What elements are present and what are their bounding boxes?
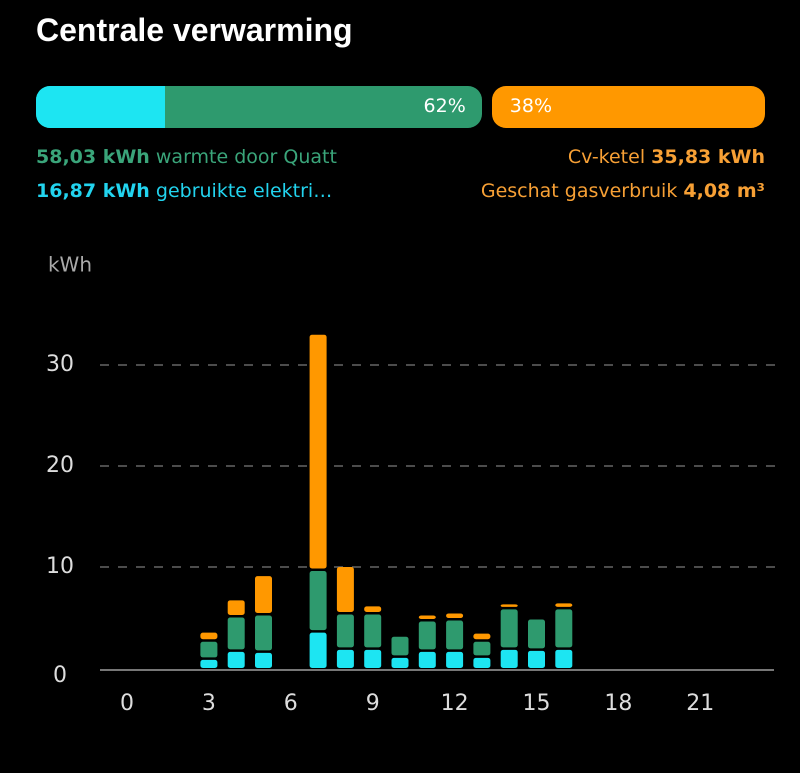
bar-segment bbox=[555, 609, 573, 648]
x-tick-label: 6 bbox=[284, 691, 298, 716]
legend-item: Cv-ketel 35,83 kWh bbox=[568, 146, 765, 168]
bar-segment bbox=[473, 657, 491, 668]
x-tick-label: 21 bbox=[686, 691, 714, 716]
value: 58,03 kWh bbox=[36, 146, 150, 168]
y-tick-label: 10 bbox=[46, 554, 74, 579]
bar-segment bbox=[391, 636, 409, 656]
legend-row: 16,87 kWh gebruikte elektri… Geschat gas… bbox=[36, 180, 765, 202]
bar-segment bbox=[309, 334, 327, 569]
bar-segment bbox=[364, 606, 382, 612]
label: warmte door Quatt bbox=[155, 146, 337, 168]
legend-row: 58,03 kWh warmte door Quatt Cv-ketel 35,… bbox=[36, 146, 765, 168]
bar-segment bbox=[391, 657, 409, 668]
bar-segment bbox=[200, 632, 218, 640]
x-tick-label: 0 bbox=[120, 691, 134, 716]
value: 16,87 kWh bbox=[36, 180, 150, 202]
bar-segment bbox=[446, 651, 464, 668]
bar-segment bbox=[309, 571, 327, 631]
bar-segment bbox=[227, 617, 245, 650]
label: gebruikte elektri… bbox=[155, 180, 333, 202]
bar-segment bbox=[336, 649, 354, 668]
legend-item: Geschat gasverbruik 4,08 m³ bbox=[481, 180, 765, 202]
bar-segment bbox=[555, 603, 573, 607]
bar-segment bbox=[446, 613, 464, 619]
bar-segment bbox=[418, 615, 436, 620]
bar-segment bbox=[473, 633, 491, 640]
bar-segment bbox=[473, 641, 491, 656]
x-tick-label: 9 bbox=[366, 691, 380, 716]
bar-segment bbox=[555, 649, 573, 668]
bar-segment bbox=[364, 649, 382, 668]
legend-item: 58,03 kWh warmte door Quatt bbox=[36, 146, 337, 168]
bar-segment bbox=[255, 652, 272, 668]
y-tick-label: 20 bbox=[46, 453, 74, 478]
bar-segment bbox=[500, 604, 518, 607]
electricity-share bbox=[36, 86, 166, 128]
bar-segment bbox=[227, 600, 245, 615]
title: Centrale verwarming bbox=[36, 12, 353, 48]
bar-segment bbox=[227, 651, 245, 668]
label: Geschat gasverbruik bbox=[480, 180, 678, 202]
label: Cv-ketel bbox=[567, 146, 646, 168]
bar-segment bbox=[200, 641, 218, 658]
x-tick-label: 12 bbox=[441, 691, 469, 716]
y-tick-label: 30 bbox=[46, 352, 74, 377]
y-tick-label: 0 bbox=[53, 663, 67, 688]
bar-segment bbox=[418, 651, 436, 668]
boiler-bar: 38% bbox=[491, 86, 765, 128]
heat-pump-bar: 62% bbox=[36, 86, 482, 128]
bar-segment bbox=[364, 614, 382, 648]
bar-segment bbox=[446, 620, 464, 650]
heat-pump-percent: 62% bbox=[423, 95, 466, 117]
bar-segment bbox=[528, 619, 545, 649]
bar-segment bbox=[200, 659, 218, 668]
bar-segment bbox=[309, 632, 327, 668]
y-axis-label: kWh bbox=[48, 253, 92, 277]
bar-segment bbox=[336, 614, 354, 648]
bar-segment bbox=[255, 576, 272, 613]
x-tick-label: 15 bbox=[523, 691, 551, 716]
bar-segment bbox=[255, 615, 272, 651]
boiler-percent: 38% bbox=[509, 95, 552, 117]
legend-item: 16,87 kWh gebruikte elektri… bbox=[36, 180, 332, 202]
bar-segment bbox=[418, 621, 436, 650]
bar-segment bbox=[500, 649, 518, 668]
bar-segment bbox=[528, 650, 545, 668]
value: 35,83 kWh bbox=[651, 146, 765, 168]
bar-segment bbox=[500, 609, 518, 648]
x-tick-label: 18 bbox=[604, 691, 632, 716]
bar-segment bbox=[336, 567, 354, 612]
value: 4,08 m³ bbox=[683, 180, 765, 202]
x-tick-label: 3 bbox=[202, 691, 216, 716]
